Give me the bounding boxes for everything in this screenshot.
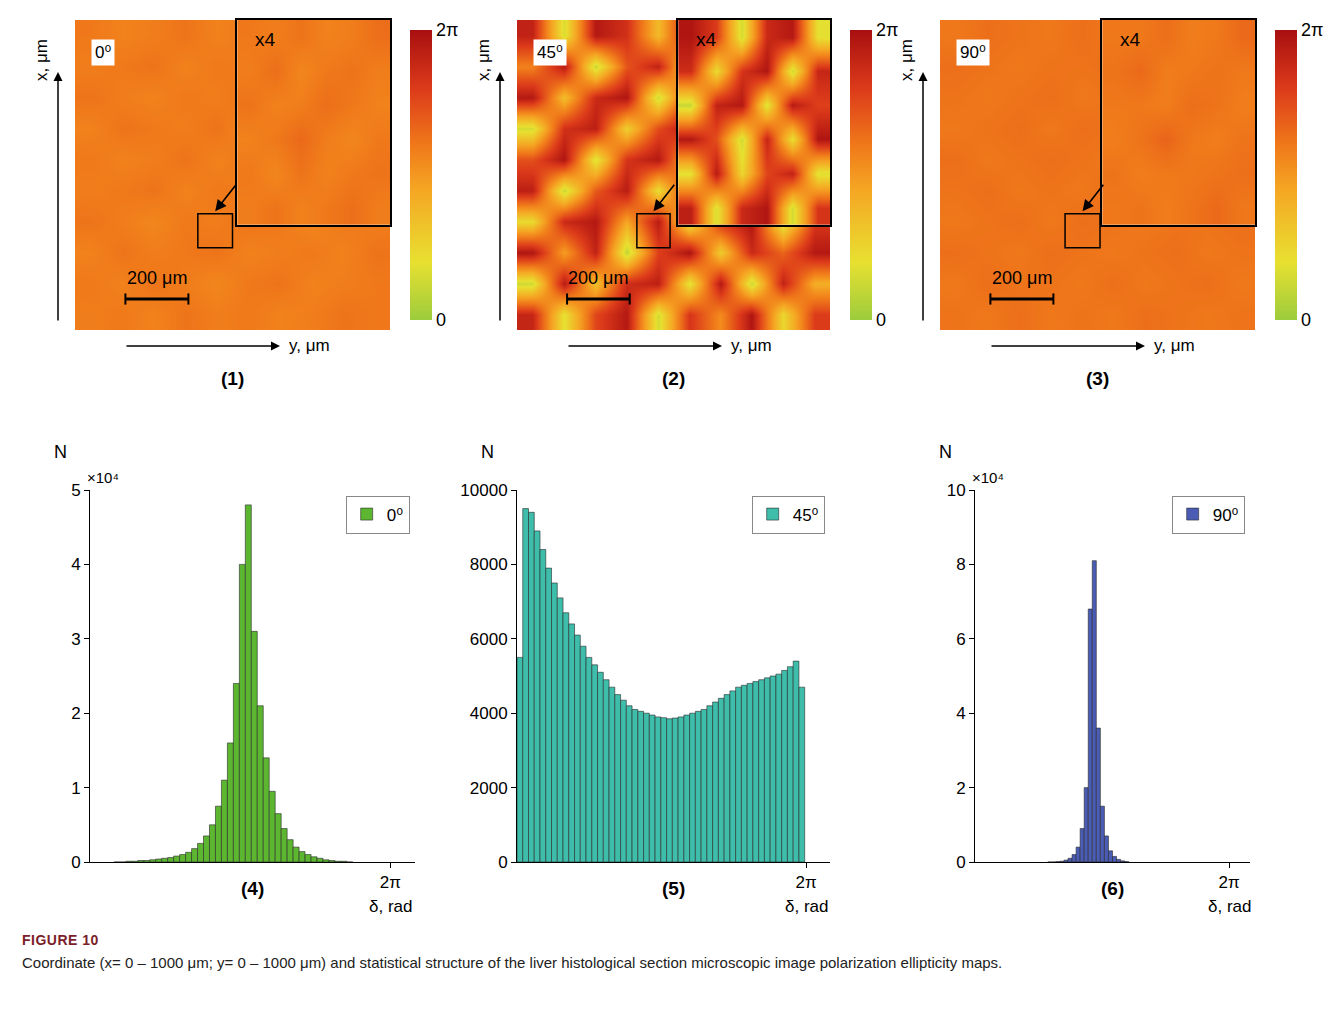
- svg-text:y, μm: y, μm: [1154, 336, 1195, 355]
- svg-text:0⁰: 0⁰: [95, 43, 111, 62]
- svg-text:(5): (5): [662, 878, 685, 899]
- svg-text:4: 4: [71, 555, 80, 574]
- svg-text:0: 0: [498, 853, 507, 872]
- svg-text:N: N: [939, 442, 952, 462]
- svg-text:2π: 2π: [380, 873, 401, 892]
- svg-text:45⁰: 45⁰: [537, 43, 563, 62]
- svg-text:y, μm: y, μm: [731, 336, 772, 355]
- svg-text:4: 4: [956, 704, 965, 723]
- svg-text:(6): (6): [1101, 878, 1124, 899]
- svg-text:2π: 2π: [1219, 873, 1240, 892]
- svg-text:6000: 6000: [470, 630, 508, 649]
- svg-text:1: 1: [71, 779, 80, 798]
- svg-text:×10⁴: ×10⁴: [972, 469, 1004, 486]
- svg-text:0⁰: 0⁰: [387, 506, 403, 525]
- html-text:Coordinate (x= 0 – 1000 μm; y=: Coordinate (x= 0 – 1000 μm; y= 0 – 1000 …: [22, 954, 1003, 971]
- svg-text:8000: 8000: [470, 555, 508, 574]
- svg-text:(4): (4): [241, 878, 264, 899]
- svg-text:2π: 2π: [436, 20, 458, 40]
- svg-text:10000: 10000: [460, 481, 507, 500]
- svg-text:x, μm: x, μm: [32, 39, 51, 81]
- svg-text:5: 5: [71, 481, 80, 500]
- svg-text:×10⁴: ×10⁴: [87, 469, 119, 486]
- svg-text:2000: 2000: [470, 779, 508, 798]
- svg-text:90⁰: 90⁰: [960, 43, 986, 62]
- svg-text:3: 3: [71, 630, 80, 649]
- svg-text:2π: 2π: [876, 20, 898, 40]
- html-text:FIGURE 10: FIGURE 10: [22, 932, 99, 948]
- svg-text:2: 2: [71, 704, 80, 723]
- svg-text:δ, rad: δ, rad: [785, 897, 828, 916]
- svg-text:10: 10: [947, 481, 966, 500]
- svg-text:(3): (3): [1086, 368, 1109, 389]
- svg-text:x, μm: x, μm: [897, 39, 916, 81]
- svg-text:y, μm: y, μm: [289, 336, 330, 355]
- svg-text:8: 8: [956, 555, 965, 574]
- svg-text:N: N: [481, 442, 494, 462]
- svg-text:2: 2: [956, 779, 965, 798]
- svg-text:200 μm: 200 μm: [127, 268, 187, 288]
- svg-text:δ, rad: δ, rad: [1208, 897, 1251, 916]
- svg-text:δ, rad: δ, rad: [369, 897, 412, 916]
- svg-text:(2): (2): [662, 368, 685, 389]
- svg-text:(1): (1): [221, 368, 244, 389]
- svg-text:2π: 2π: [796, 873, 817, 892]
- svg-text:x4: x4: [255, 29, 276, 50]
- svg-text:6: 6: [956, 630, 965, 649]
- svg-text:0: 0: [436, 310, 446, 330]
- svg-text:45⁰: 45⁰: [793, 506, 819, 525]
- svg-text:x4: x4: [1120, 29, 1141, 50]
- svg-text:0: 0: [876, 310, 886, 330]
- svg-text:N: N: [54, 442, 67, 462]
- svg-text:0: 0: [71, 853, 80, 872]
- svg-text:2π: 2π: [1301, 20, 1323, 40]
- svg-text:0: 0: [956, 853, 965, 872]
- svg-text:200 μm: 200 μm: [992, 268, 1052, 288]
- svg-text:90⁰: 90⁰: [1213, 506, 1239, 525]
- svg-text:200 μm: 200 μm: [568, 268, 628, 288]
- svg-text:x4: x4: [696, 29, 717, 50]
- svg-text:4000: 4000: [470, 704, 508, 723]
- svg-text:x, μm: x, μm: [474, 39, 493, 81]
- svg-text:0: 0: [1301, 310, 1311, 330]
